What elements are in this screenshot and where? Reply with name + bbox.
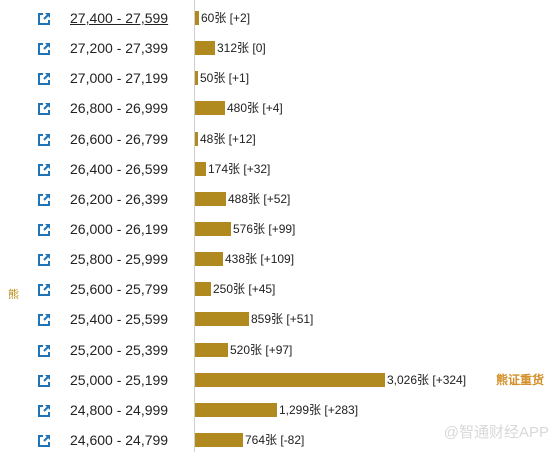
external-link-icon[interactable]: [37, 102, 51, 116]
bar: [195, 11, 199, 25]
bar-value-label: 576张 [+99]: [233, 221, 296, 236]
range-label: 24,800 - 24,999: [70, 401, 169, 418]
table-row: 24,600 - 24,799 764张 [-82]: [0, 426, 555, 456]
external-link-icon[interactable]: [37, 42, 51, 56]
bar-value-label: 312张 [0]: [217, 41, 266, 56]
table-row: 26,400 - 26,599 174张 [+32]: [0, 155, 555, 185]
external-link-icon[interactable]: [37, 374, 51, 388]
range-label: 26,600 - 26,799: [70, 130, 169, 147]
table-row: 25,400 - 25,599 859张 [+51]: [0, 305, 555, 335]
bar-value-label: 174张 [+32]: [208, 161, 271, 176]
table-row: 26,000 - 26,199 576张 [+99]: [0, 215, 555, 245]
bar: [195, 252, 223, 267]
bar-value-label: 438张 [+109]: [225, 252, 295, 267]
range-label: 26,200 - 26,399: [70, 190, 169, 207]
external-link-icon[interactable]: [37, 72, 51, 86]
range-label: 27,000 - 27,199: [70, 70, 169, 87]
table-row: 25,200 - 25,399 520张 [+97]: [0, 336, 555, 366]
bar: [195, 71, 198, 86]
bar: [195, 342, 228, 357]
bar-value-label: 250张 [+45]: [213, 282, 276, 297]
external-link-icon[interactable]: [37, 12, 51, 26]
bar: [195, 312, 249, 327]
range-label: 25,200 - 25,399: [70, 341, 169, 358]
table-row: 26,800 - 26,999 480张 [+4]: [0, 94, 555, 124]
side-label: 熊: [8, 289, 19, 301]
bar-value-label: 488张 [+52]: [228, 191, 291, 206]
table-row: 27,000 - 27,199 50张 [+1]: [0, 64, 555, 94]
bar: [195, 101, 225, 116]
table-row: 25,600 - 25,799 250张 [+45]: [0, 275, 555, 305]
external-link-icon[interactable]: [37, 253, 51, 267]
range-label: 24,600 - 24,799: [70, 431, 169, 448]
table-row: 26,600 - 26,799 48张 [+12]: [0, 125, 555, 155]
range-label[interactable]: 27,400 - 27,599: [70, 10, 169, 26]
range-label: 27,200 - 27,399: [70, 40, 169, 57]
bar-chart: 27,400 - 27,599 60张 [+2] 27,200 - 27,399 31…: [0, 4, 555, 456]
range-label: 26,400 - 26,599: [70, 160, 169, 177]
range-label: 25,000 - 25,199: [70, 371, 169, 388]
bar-value-label: 764张 [-82]: [245, 432, 305, 447]
range-label: 26,000 - 26,199: [70, 220, 169, 237]
table-row: 24,800 - 24,999 1,299张 [+283]: [0, 396, 555, 426]
axis-line: [194, 0, 195, 452]
bar-value-label: 1,299张 [+283]: [279, 402, 359, 417]
bar-value-label: 3,026张 [+324]: [387, 372, 467, 387]
bar: [195, 41, 215, 56]
external-link-icon[interactable]: [37, 344, 51, 358]
bar: [195, 282, 211, 297]
table-row: 27,400 - 27,599 60张 [+2]: [0, 4, 555, 34]
bar-value-label: 480张 [+4]: [227, 101, 283, 116]
external-link-icon[interactable]: [37, 223, 51, 237]
table-row: 27,200 - 27,399 312张 [0]: [0, 34, 555, 64]
bar: [195, 161, 206, 176]
external-link-icon[interactable]: [37, 193, 51, 207]
bar-value-label: 60张 [+2]: [201, 11, 251, 25]
external-link-icon[interactable]: [37, 313, 51, 327]
bar: [195, 191, 226, 206]
range-label: 25,400 - 25,599: [70, 311, 169, 328]
bar-value-label: 50张 [+1]: [200, 71, 250, 86]
bar: [195, 131, 198, 146]
watermark: @智通财经APP: [443, 424, 549, 441]
external-link-icon[interactable]: [37, 133, 51, 147]
bar-value-label: 520张 [+97]: [230, 342, 293, 357]
range-label: 26,800 - 26,999: [70, 100, 169, 117]
range-label: 25,800 - 25,999: [70, 251, 169, 268]
external-link-icon[interactable]: [37, 404, 51, 418]
bar: [195, 372, 385, 387]
bar: [195, 402, 277, 417]
table-row: 25,000 - 25,199 3,026张 [+324] 熊证重货: [0, 366, 555, 396]
bar: [195, 432, 243, 447]
range-label: 25,600 - 25,799: [70, 281, 169, 298]
external-link-icon[interactable]: [37, 434, 51, 448]
bar: [195, 221, 231, 236]
external-link-icon[interactable]: [37, 163, 51, 177]
external-link-icon[interactable]: [37, 283, 51, 297]
bar-value-label: 48张 [+12]: [200, 131, 256, 146]
row-annotation: 熊证重货: [496, 372, 545, 387]
table-row: 26,200 - 26,399 488张 [+52]: [0, 185, 555, 215]
table-row: 25,800 - 25,999 438张 [+109]: [0, 245, 555, 275]
bar-value-label: 859张 [+51]: [251, 312, 314, 327]
